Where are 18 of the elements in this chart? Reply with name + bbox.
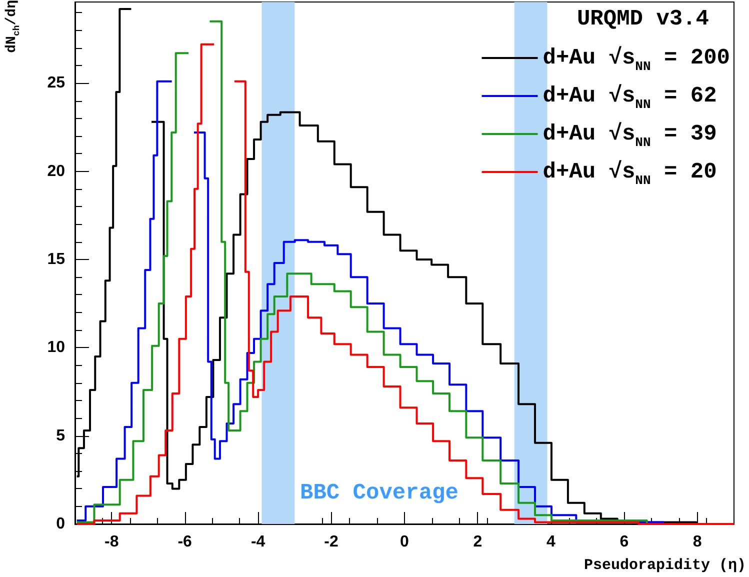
x-tick-label: -8 [104, 534, 119, 550]
y-tick-label: 5 [56, 427, 66, 444]
y-tick-label: 25 [47, 74, 66, 92]
y-tick-label: 0 [56, 516, 66, 532]
y-tick-label: 20 [47, 162, 66, 180]
y-tick-label: 10 [47, 339, 66, 356]
annotation: BBC Coverage [300, 480, 458, 506]
y-tick-label: 15 [47, 250, 66, 268]
x-tick-label: -6 [178, 534, 192, 550]
x-tick-label: 4 [546, 534, 556, 550]
x-tick-label: -2 [324, 534, 338, 550]
x-tick-label: 0 [400, 534, 410, 550]
x-tick-label: 6 [620, 534, 629, 550]
x-axis-title: Pseudorapidity (η) [584, 557, 746, 574]
x-tick-label: 8 [692, 534, 702, 550]
legend-title: URQMD v3.4 [576, 6, 710, 32]
x-tick-label: -4 [250, 534, 266, 550]
x-tick-label: 2 [473, 534, 482, 550]
